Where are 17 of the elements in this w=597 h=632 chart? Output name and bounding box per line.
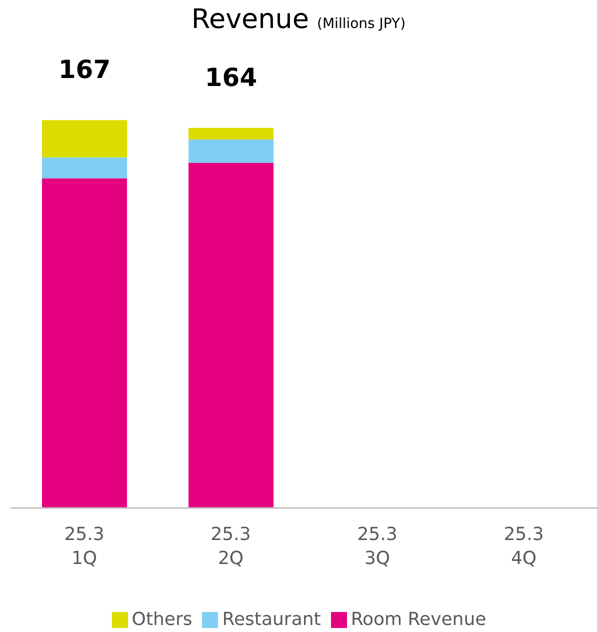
text: 167: [58, 55, 111, 84]
text: 164: [204, 62, 258, 92]
legend-label: Restaurant: [222, 609, 321, 630]
x-tick-label: 25.3 1Q: [64, 524, 104, 569]
x-tick-label: 25.3 2Q: [210, 524, 251, 569]
legend-label: Room Revenue: [350, 609, 486, 630]
chart-subtitle: (Millions JPY): [317, 16, 406, 32]
x-tick-label: 25.3 3Q: [357, 524, 398, 569]
bar: [188, 128, 274, 140]
bar: [188, 162, 274, 508]
x-tick-label: 25.3 4Q: [504, 524, 544, 569]
bar: [42, 178, 127, 508]
bar: [42, 120, 127, 158]
bar: [188, 140, 274, 163]
legend-label: Others: [132, 609, 192, 630]
chart-title: Revenue: [191, 4, 310, 35]
bar: [42, 157, 127, 178]
